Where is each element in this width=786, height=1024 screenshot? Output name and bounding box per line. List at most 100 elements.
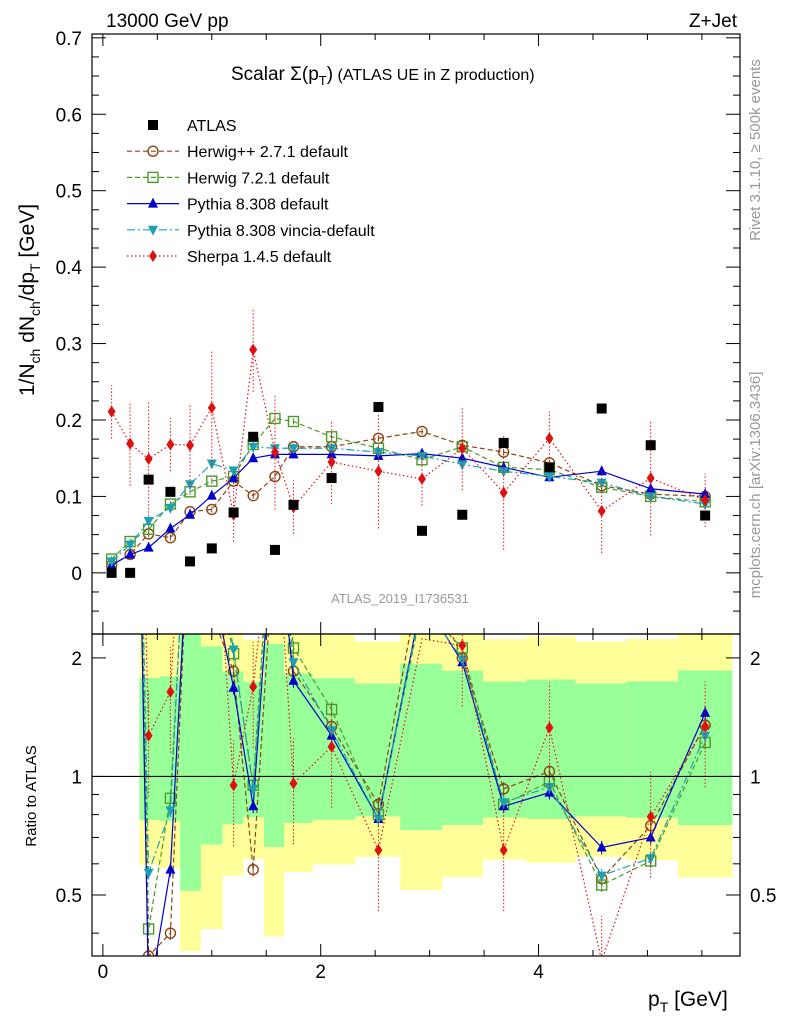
data-point: [125, 548, 136, 559]
ratio-band-inner: [180, 634, 201, 891]
data-point: [327, 740, 336, 753]
data-point: [148, 197, 158, 208]
ratio-tick-label: 1: [71, 767, 82, 788]
data-point: [499, 844, 508, 857]
data-point: [249, 343, 258, 356]
data-point: [326, 444, 337, 455]
data-point: [289, 777, 298, 790]
header-left-label: 13000 GeV pp: [106, 11, 229, 32]
data-point: [206, 543, 217, 554]
data-point: [416, 525, 427, 536]
data-point: [249, 680, 258, 693]
ratio-tick-label: 2: [71, 649, 82, 670]
data-point: [373, 448, 384, 459]
ratio-band-inner: [264, 643, 285, 847]
axes: 0 2 4 0 0.1 0.2 0.3 0.4 0.5 0.6 0.7 0.5 0.5 1 1 2 2: [56, 29, 777, 983]
data-point: [107, 405, 116, 418]
data-point: [416, 425, 428, 438]
data-point: [125, 540, 136, 551]
data-point: [248, 784, 259, 795]
y-tick-label: 0: [71, 564, 82, 585]
ratio-y-label: Ratio to ATLAS: [23, 745, 40, 846]
y-tick-label: 0.1: [56, 487, 82, 508]
legend-label: Sherpa 1.4.5 default: [187, 249, 332, 266]
ratio-tick-label: 0.5: [56, 886, 82, 907]
data-point: [544, 462, 555, 473]
data-point: [374, 465, 383, 478]
data-point: [229, 779, 238, 792]
ratio-tick-label-right: 1: [750, 767, 761, 788]
y-tick-label: 0.5: [56, 182, 82, 203]
data-point: [645, 440, 656, 451]
ratio-band-inner: [400, 663, 443, 831]
header-right-label: Z+Jet: [689, 11, 738, 32]
data-point: [126, 437, 135, 450]
data-point: [701, 494, 710, 507]
ratio-band-inner: [222, 671, 244, 825]
legend-label: Pythia 8.308 vincia-default: [187, 223, 375, 240]
ratio-line: [145, 634, 706, 956]
data-point: [596, 841, 607, 852]
legend-label: ATLAS: [187, 118, 237, 135]
data-point: [269, 544, 280, 555]
data-point: [326, 473, 337, 484]
data-point: [206, 475, 218, 487]
chart-title-close: ): [327, 64, 333, 85]
y-tick-label: 0.6: [56, 105, 82, 126]
data-point: [165, 486, 176, 497]
data-point: [166, 438, 175, 451]
ratio-band-inner: [575, 683, 627, 817]
ratio-bands: [139, 634, 733, 952]
ratio-band-inner: [442, 670, 483, 825]
data-point: [600, 954, 603, 956]
data-point: [498, 437, 509, 448]
data-point: [287, 415, 300, 428]
ratio-band-inner: [526, 679, 576, 819]
data-point: [248, 452, 259, 463]
series-line: [111, 430, 706, 566]
ratio-tick-label-right: 0.5: [750, 886, 776, 907]
data-point: [147, 171, 159, 184]
data-point: [325, 431, 338, 443]
data-point: [149, 250, 157, 262]
data-point: [417, 472, 426, 485]
chart-title-rest: (ATLAS UE in Z production): [333, 67, 535, 84]
data-point: [700, 706, 711, 717]
x-tick-label: 4: [533, 962, 544, 983]
data-point: [228, 507, 239, 518]
legend-label: Herwig++ 2.7.1 default: [187, 144, 349, 161]
data-point: [645, 492, 656, 503]
data-point: [206, 503, 218, 516]
legend: ATLAS Herwig++ 2.7.1 default Herwig 7.2.1 …: [127, 118, 375, 266]
data-point: [185, 480, 196, 491]
data-point: [248, 431, 259, 442]
data-point: [596, 403, 607, 414]
data-point: [186, 439, 195, 452]
data-point: [700, 488, 711, 499]
data-point: [458, 639, 467, 652]
data-point: [597, 504, 606, 517]
data-point: [645, 482, 656, 493]
data-point: [288, 499, 299, 510]
ratio-tick-label-right: 2: [750, 649, 761, 670]
data-point: [646, 472, 655, 485]
ratio-band-inner: [139, 678, 160, 820]
ratio-band-inner: [626, 681, 678, 818]
rivet-version-label: Rivet 3.1.10, ≥ 500k events: [747, 59, 764, 241]
data-point: [288, 658, 299, 669]
data-point: [143, 868, 154, 879]
data-point: [269, 470, 281, 483]
data-point: [457, 452, 468, 463]
data-point: [499, 486, 508, 499]
data-point: [287, 642, 300, 654]
main-panel: [105, 307, 711, 578]
data-point: [164, 927, 177, 939]
data-point: [596, 465, 607, 476]
data-point: [228, 472, 239, 483]
data-point: [270, 446, 279, 459]
data-point: [247, 489, 259, 502]
data-point: [165, 522, 176, 533]
chart-title-sub: T: [319, 73, 327, 88]
data-point: [327, 456, 336, 469]
